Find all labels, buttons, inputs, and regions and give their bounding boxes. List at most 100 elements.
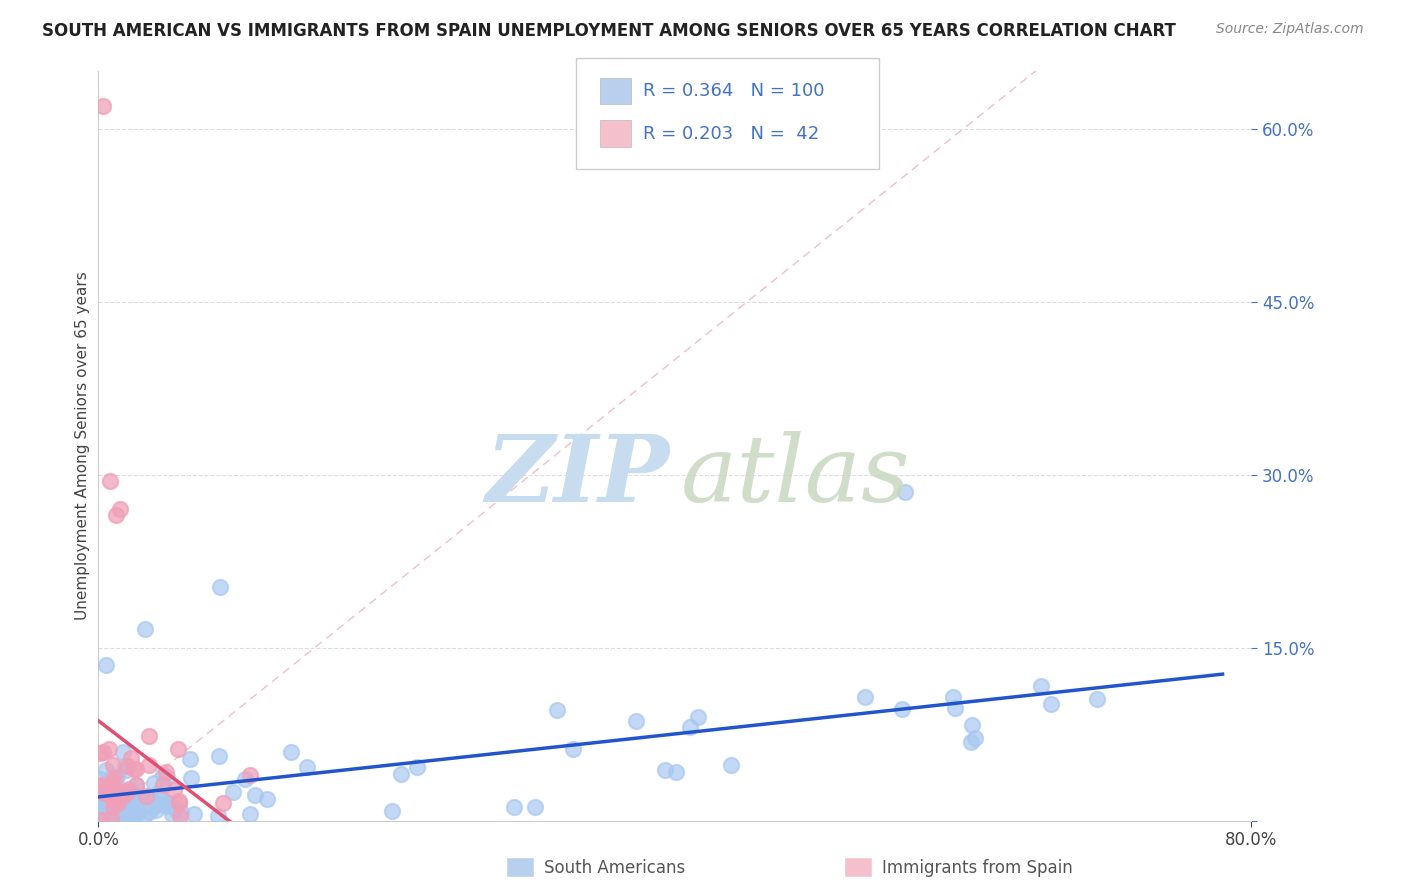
Point [101, 773, 124, 788]
Point [166, 742, 188, 756]
Point [960, 735, 983, 749]
Point [125, 778, 148, 792]
Point [155, 799, 177, 814]
Point [112, 788, 135, 802]
Point [91, 99, 114, 113]
Point [120, 751, 142, 765]
Text: atlas: atlas [681, 431, 910, 521]
Point [162, 807, 184, 822]
Point [405, 760, 427, 774]
Point [103, 771, 125, 785]
Text: SOUTH AMERICAN VS IMMIGRANTS FROM SPAIN UNEMPLOYMENT AMONG SENIORS OVER 65 YEARS: SOUTH AMERICAN VS IMMIGRANTS FROM SPAIN … [42, 22, 1175, 40]
Point [169, 805, 191, 819]
Point [110, 789, 132, 803]
Point [233, 772, 256, 786]
Point [122, 812, 145, 826]
Point [105, 791, 128, 805]
Point [118, 812, 141, 826]
Point [107, 790, 129, 805]
Point [120, 804, 142, 818]
Point [120, 789, 142, 804]
Point [245, 789, 267, 803]
Point [654, 763, 676, 777]
Y-axis label: Unemployment Among Seniors over 65 years: Unemployment Among Seniors over 65 years [75, 272, 90, 620]
Point [138, 758, 160, 772]
Point [678, 721, 700, 735]
Point [120, 793, 142, 807]
Point [125, 801, 148, 815]
Point [100, 771, 122, 785]
Point [129, 789, 152, 804]
Point [111, 746, 134, 760]
Point [152, 768, 174, 782]
Point [118, 799, 141, 814]
Point [115, 784, 138, 798]
Point [135, 789, 157, 803]
Point [152, 778, 174, 792]
Point [103, 776, 125, 790]
Point [942, 690, 965, 704]
Text: ZIP: ZIP [485, 431, 669, 521]
Point [145, 798, 167, 813]
Point [256, 792, 278, 806]
Point [89, 780, 111, 795]
Point [149, 791, 172, 805]
Point [89, 772, 111, 786]
Point [101, 793, 124, 807]
Point [222, 785, 245, 799]
Point [945, 700, 967, 714]
Point [87, 803, 110, 817]
Point [894, 484, 917, 499]
Point [208, 749, 231, 764]
Point [960, 718, 983, 732]
Point [118, 788, 141, 802]
Point [115, 785, 138, 799]
Point [381, 804, 404, 818]
Point [1085, 692, 1108, 706]
Point [169, 794, 191, 808]
Point [145, 803, 167, 817]
Point [853, 690, 876, 705]
Point [1031, 680, 1053, 694]
Text: R = 0.364   N = 100: R = 0.364 N = 100 [643, 82, 824, 100]
Point [117, 782, 139, 797]
Point [143, 776, 166, 790]
Point [91, 794, 114, 808]
Point [155, 765, 177, 780]
Point [100, 789, 122, 804]
Point [1040, 697, 1063, 711]
Point [121, 804, 143, 818]
Point [665, 764, 688, 779]
Point [98, 788, 121, 802]
Point [280, 746, 302, 760]
Point [101, 757, 124, 772]
Point [141, 793, 163, 807]
Point [117, 806, 139, 821]
Point [91, 745, 114, 759]
Point [167, 796, 190, 810]
Point [138, 805, 160, 819]
Point [89, 746, 111, 760]
Point [138, 729, 160, 743]
Point [963, 731, 986, 745]
Point [169, 809, 191, 823]
Point [100, 812, 122, 826]
Point [104, 805, 127, 819]
Point [389, 767, 412, 781]
Point [90, 788, 112, 802]
Point [91, 808, 114, 822]
Point [156, 770, 179, 784]
Point [127, 789, 149, 804]
Point [720, 757, 742, 772]
Point [239, 807, 262, 822]
Point [562, 742, 585, 756]
Point [108, 502, 131, 516]
Point [152, 797, 174, 812]
Point [117, 759, 139, 773]
Point [122, 793, 145, 807]
Text: Source: ZipAtlas.com: Source: ZipAtlas.com [1216, 22, 1364, 37]
Point [98, 474, 121, 488]
Point [91, 793, 114, 807]
Point [114, 797, 136, 812]
Point [148, 785, 170, 799]
